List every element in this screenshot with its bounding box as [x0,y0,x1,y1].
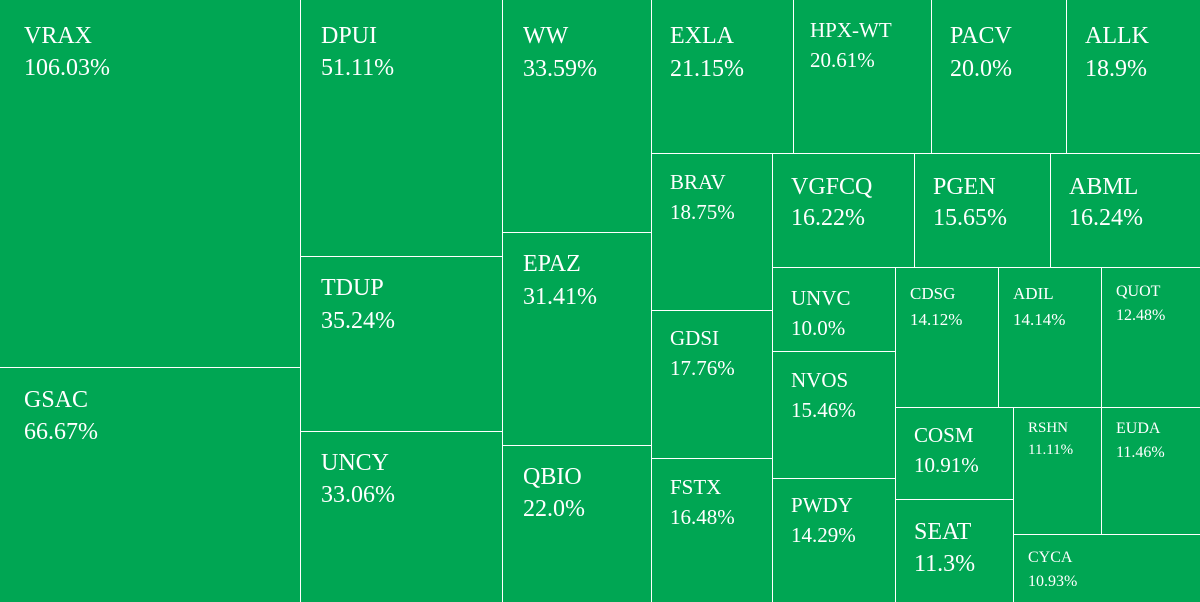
tile-value: 15.46% [791,398,856,422]
treemap-tile: FSTX 16.48% [651,458,774,602]
tile-label: BRAV [670,170,726,194]
tile-value: 14.12% [910,310,963,329]
treemap-tile: EXLA 21.15% [651,0,795,155]
treemap-tile: CYCA 10.93% [1013,534,1200,602]
tile-label: GSAC [24,387,89,413]
tile-label: EPAZ [523,251,581,277]
tile-label: CDSG [910,284,956,303]
treemap-tile: PWDY 14.29% [772,478,897,602]
tile-value: 11.3% [914,551,976,577]
treemap-tile: ALLK 18.9% [1066,0,1200,155]
tile-value: 21.15% [670,56,744,82]
tile-value: 33.06% [321,482,395,508]
treemap-tile: RSHN 11.11% [1013,407,1103,536]
tile-label: HPX-WT [810,18,892,42]
tile-value: 10.0% [791,316,846,340]
tile-label: ADIL [1013,284,1054,303]
tile-value: 11.11% [1028,442,1074,458]
tile-value: 31.41% [523,284,597,310]
treemap-tile: EPAZ 31.41% [502,232,653,447]
treemap-tile: HPX-WT 20.61% [793,0,933,155]
treemap-tile: EUDA 11.46% [1101,407,1200,536]
tile-label: FSTX [670,475,722,499]
tile-label: QUOT [1116,283,1161,300]
tile-value: 11.46% [1116,444,1165,461]
tile-label: ALLK [1085,23,1149,49]
tile-label: VRAX [24,23,93,49]
tile-value: 51.11% [321,55,395,81]
tile-label: EUDA [1116,420,1161,437]
treemap-tile: CDSG 14.12% [895,267,1000,409]
treemap-tile: UNVC 10.0% [772,267,897,353]
tile-value: 35.24% [321,308,395,334]
tile-label: QBIO [523,464,582,490]
tile-value: 20.61% [810,48,875,72]
tile-value: 17.76% [670,356,735,380]
tile-label: EXLA [670,23,734,49]
treemap-tile: SEAT 11.3% [895,499,1015,602]
tile-label: VGFCQ [791,174,873,200]
tile-label: COSM [914,423,974,447]
tile-value: 10.91% [914,453,979,477]
treemap-tile: QUOT 12.48% [1101,267,1200,409]
tile-value: 12.48% [1116,307,1166,324]
tile-value: 14.14% [1013,310,1066,329]
treemap-tile: VRAX 106.03% [0,0,302,369]
tile-label: ABML [1069,174,1139,200]
tile-label: UNVC [791,286,851,310]
treemap-tile: PACV 20.0% [931,0,1068,155]
treemap-tile: QBIO 22.0% [502,445,653,602]
treemap-tile: TDUP 35.24% [300,256,504,433]
treemap-tile: ABML 16.24% [1050,153,1200,269]
tile-label: TDUP [321,275,384,301]
tile-value: 20.0% [950,56,1012,82]
treemap-tile: BRAV 18.75% [651,153,774,312]
tile-label: PACV [950,23,1012,49]
treemap-tile: ADIL 14.14% [998,267,1103,409]
treemap-tile: GDSI 17.76% [651,310,774,460]
treemap-tile: GSAC 66.67% [0,367,302,602]
treemap-tile: WW 33.59% [502,0,653,234]
tile-value: 14.29% [791,523,856,547]
tile-label: DPUI [321,23,378,49]
treemap-tile: COSM 10.91% [895,407,1015,501]
tile-value: 22.0% [523,496,585,522]
tile-label: CYCA [1028,549,1073,566]
tile-value: 66.67% [24,419,98,445]
tile-label: GDSI [670,326,720,350]
tile-value: 18.9% [1085,56,1147,82]
tile-label: PGEN [933,174,996,200]
treemap-tile: NVOS 15.46% [772,351,897,480]
tile-value: 16.48% [670,505,735,529]
tile-value: 18.75% [670,200,735,224]
treemap-tile: VGFCQ 16.22% [772,153,916,269]
tile-value: 15.65% [933,205,1007,231]
tile-value: 10.93% [1028,573,1078,590]
treemap-tile: DPUI 51.11% [300,0,504,258]
tile-value: 33.59% [523,56,597,82]
tile-label: WW [523,23,569,49]
tile-label: PWDY [791,493,853,517]
tile-label: UNCY [321,450,390,476]
tile-label: RSHN [1028,420,1069,436]
tile-value: 16.24% [1069,205,1143,231]
tile-value: 16.22% [791,205,865,231]
tile-label: NVOS [791,368,849,392]
treemap-tile: UNCY 33.06% [300,431,504,602]
tile-value: 106.03% [24,55,110,81]
treemap-tile: PGEN 15.65% [914,153,1052,269]
tile-label: SEAT [914,519,972,545]
